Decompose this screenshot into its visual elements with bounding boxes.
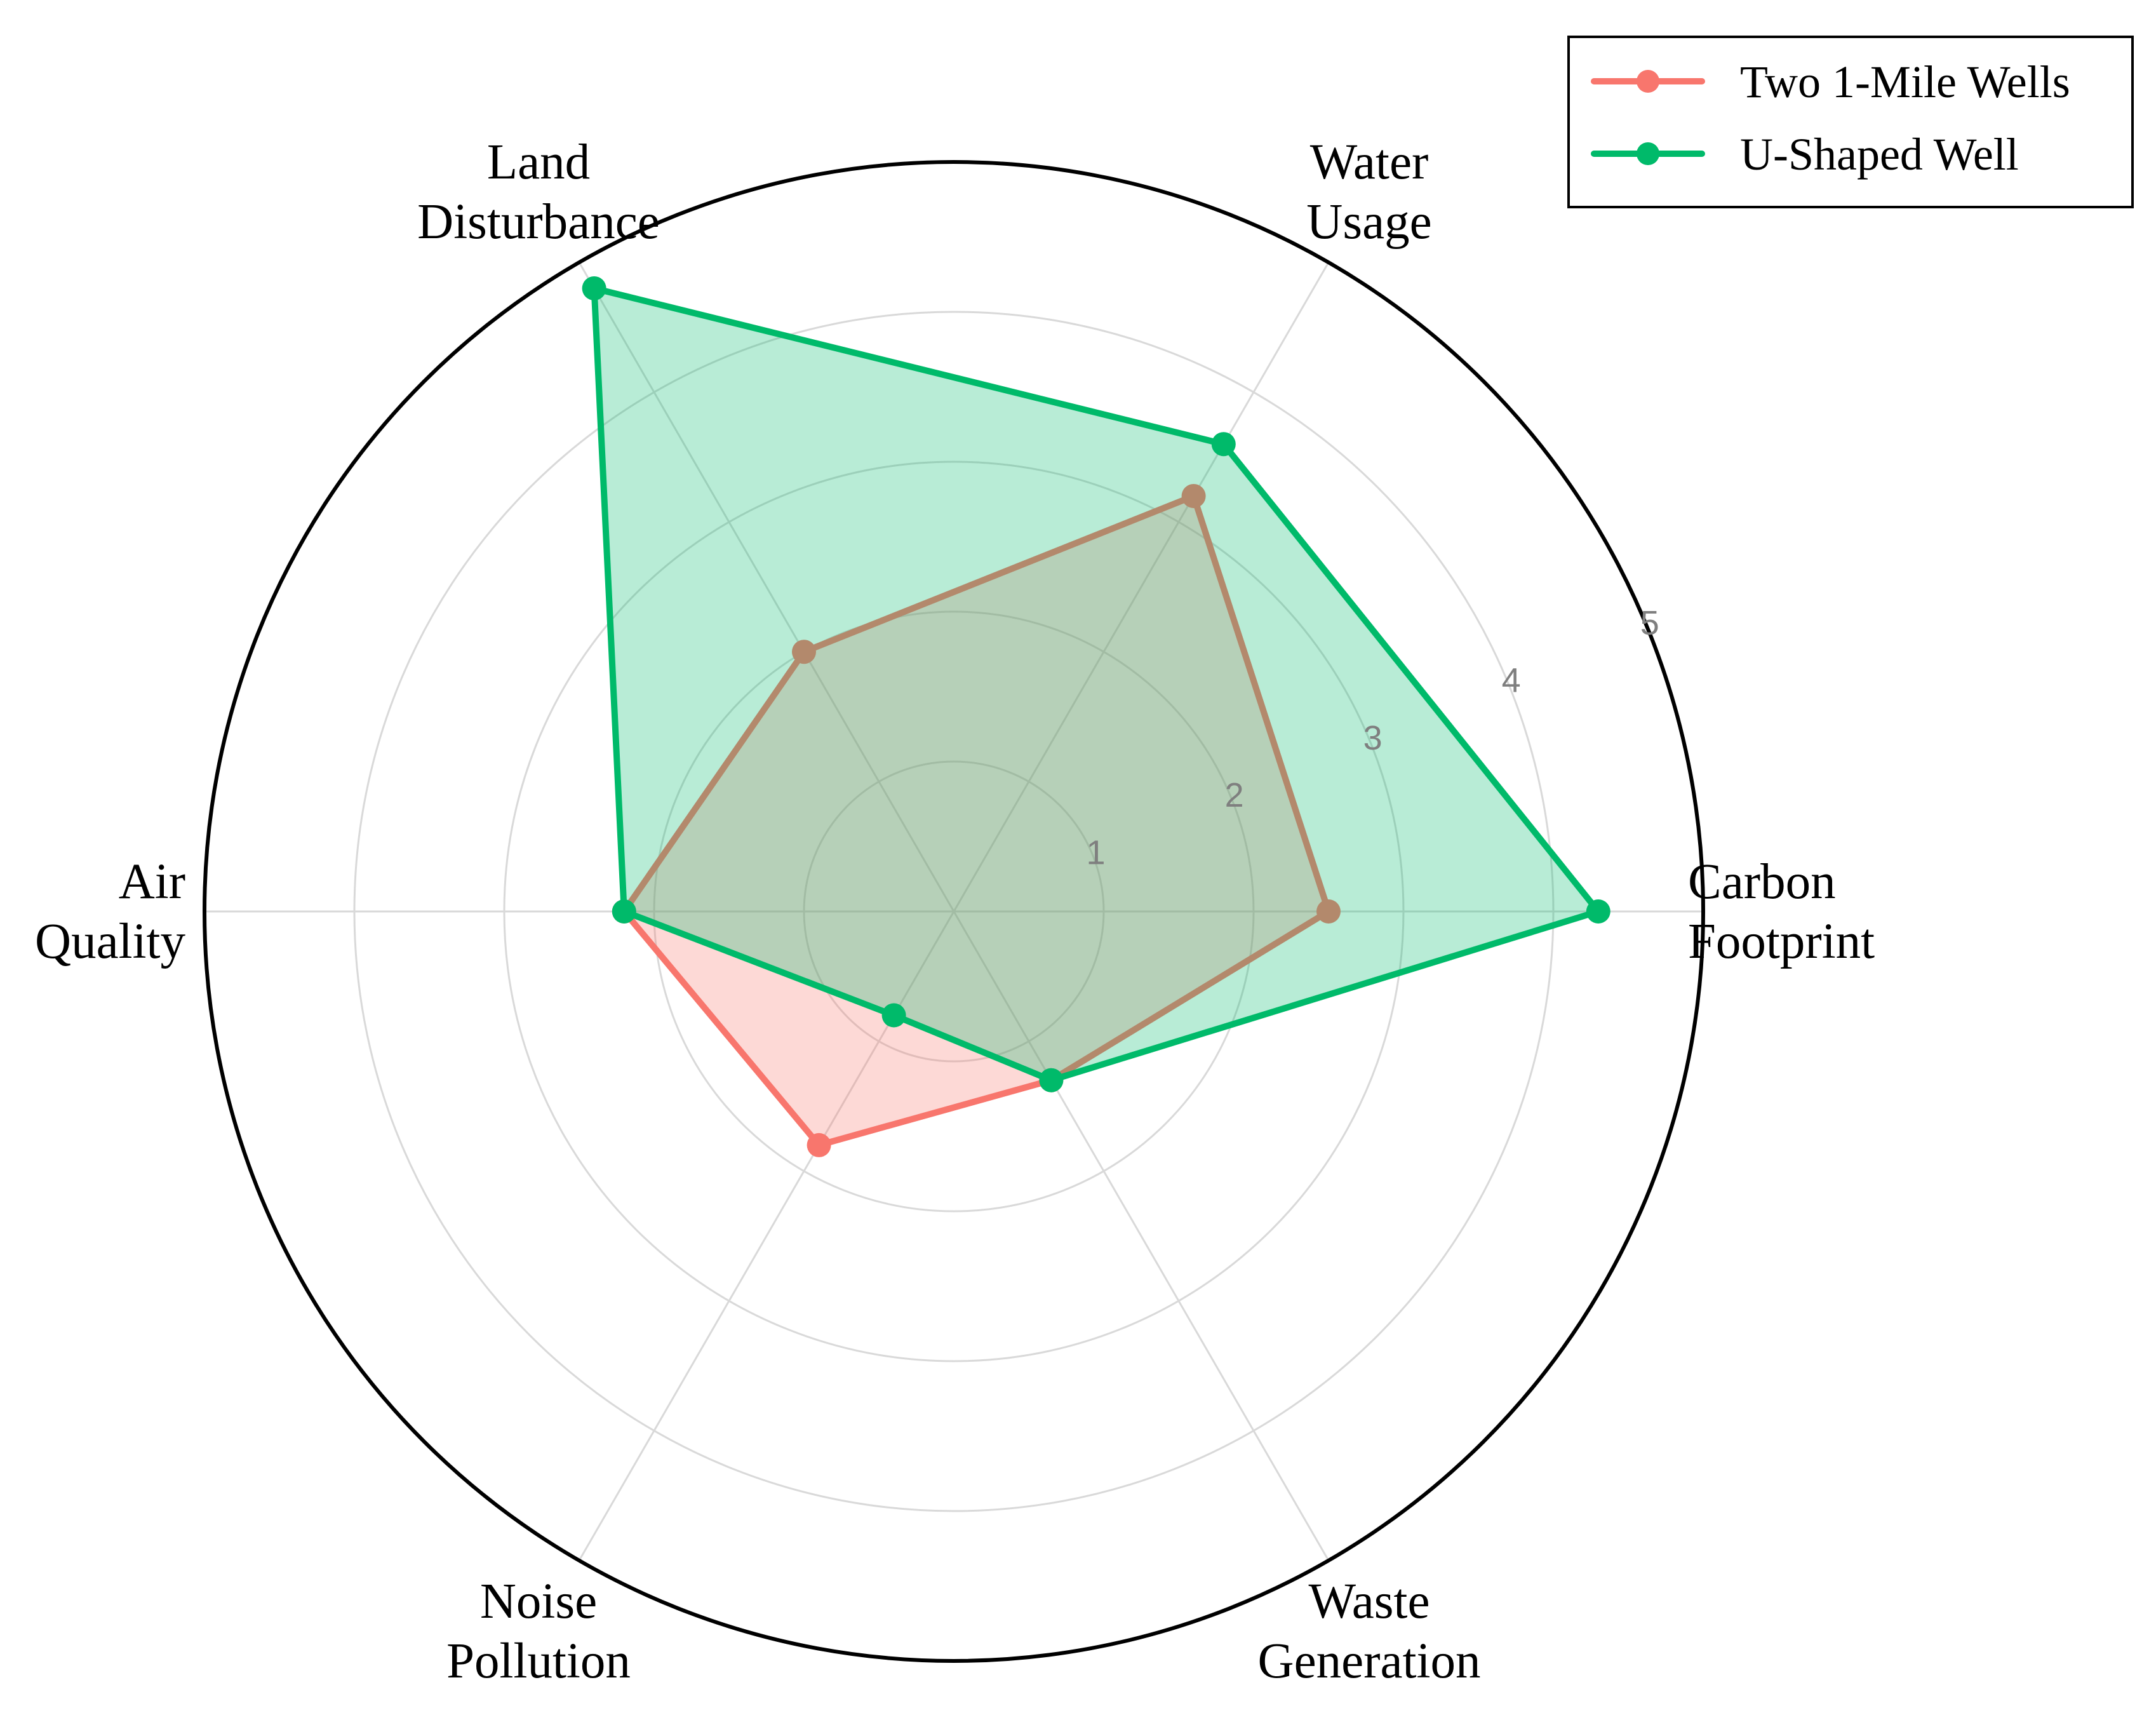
data-point bbox=[792, 640, 816, 664]
axis-label-line: Quality bbox=[35, 914, 185, 969]
series-layer bbox=[582, 276, 1610, 1157]
grid-spoke bbox=[578, 262, 955, 912]
axis-label-carbon-footprint: Carbon Footprint bbox=[1688, 854, 1875, 969]
radial-grid bbox=[204, 262, 1703, 1561]
axis-label-noise-pollution: Noise Pollution bbox=[446, 1574, 631, 1689]
axis-label-line: Generation bbox=[1258, 1634, 1481, 1689]
axis-label-water-usage: Water Usage bbox=[1306, 135, 1431, 250]
outer-ring bbox=[203, 160, 1705, 1663]
grid-spoke bbox=[953, 911, 1330, 1561]
axis-label-line: Footprint bbox=[1688, 914, 1875, 969]
axis-label-line: Usage bbox=[1306, 194, 1431, 250]
axis-label-line: Disturbance bbox=[417, 194, 660, 250]
legend-label: U-Shaped Well bbox=[1740, 129, 2019, 180]
data-point bbox=[1181, 483, 1206, 508]
data-point bbox=[807, 1132, 831, 1157]
legend-label: Two 1-Mile Wells bbox=[1740, 57, 2070, 107]
radial-tick-label: 2 bbox=[1225, 776, 1244, 814]
data-point bbox=[1586, 899, 1610, 924]
axis-label-line: Water bbox=[1310, 135, 1429, 190]
axis-label-waste-generation: Waste Generation bbox=[1258, 1574, 1481, 1689]
radial-tick-label: 4 bbox=[1502, 661, 1521, 699]
axis-label-line: Air bbox=[119, 854, 185, 910]
series-u-shaped-well bbox=[582, 276, 1610, 1092]
legend-box bbox=[1567, 36, 2134, 208]
data-point bbox=[582, 276, 606, 300]
legend-item-u-shaped-well: U-Shaped Well bbox=[1591, 129, 2019, 180]
grid-spoke bbox=[953, 262, 1330, 912]
radial-tick-label: 3 bbox=[1363, 719, 1383, 757]
radial-tick-labels: 1 2 3 4 5 bbox=[1087, 604, 1659, 871]
data-point bbox=[1211, 432, 1236, 457]
radial-tick-label: 5 bbox=[1640, 604, 1659, 642]
axis-labels: Carbon Footprint Water Usage Land Disturbance… bbox=[35, 135, 1875, 1689]
axis-label-line: Land bbox=[487, 135, 590, 190]
legend-item-two-1-mile-wells: Two 1-Mile Wells bbox=[1591, 57, 2070, 107]
data-point bbox=[1039, 1068, 1064, 1092]
legend: Two 1-Mile Wells U-Shaped Well bbox=[1567, 36, 2134, 208]
axis-label-air-quality: Air Quality bbox=[35, 854, 185, 969]
legend-marker bbox=[1637, 70, 1659, 93]
data-point bbox=[612, 899, 636, 924]
radial-tick-label: 1 bbox=[1087, 833, 1106, 871]
axis-label-land-disturbance: Land Disturbance bbox=[417, 135, 660, 250]
axis-label-line: Carbon bbox=[1688, 854, 1836, 910]
axis-label-line: Waste bbox=[1308, 1574, 1430, 1629]
data-point bbox=[881, 1003, 906, 1028]
series-area bbox=[594, 288, 1598, 1080]
axis-label-line: Pollution bbox=[446, 1634, 631, 1689]
axis-label-line: Noise bbox=[480, 1574, 597, 1629]
data-point bbox=[1316, 899, 1341, 924]
legend-marker bbox=[1637, 142, 1659, 165]
